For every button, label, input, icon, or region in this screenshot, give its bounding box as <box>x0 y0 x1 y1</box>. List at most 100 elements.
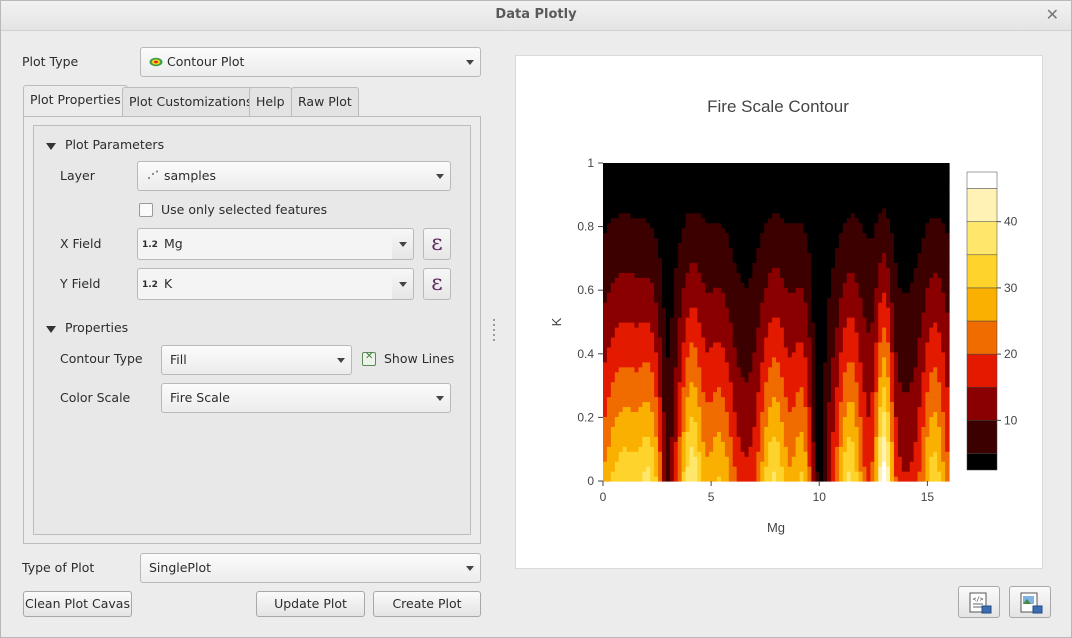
contour-cell <box>854 277 860 283</box>
contour-cell <box>897 356 903 363</box>
contour-cell <box>717 381 722 388</box>
contour-cell <box>756 381 761 388</box>
x-field-expression-button[interactable]: ε <box>423 228 451 260</box>
splitter-handle[interactable] <box>493 319 495 344</box>
contour-cell <box>760 471 765 477</box>
contour-cell <box>673 341 679 348</box>
selected-features-checkbox[interactable] <box>139 203 153 217</box>
contour-cell <box>941 232 946 239</box>
contour-cell <box>646 451 651 457</box>
contour-cell <box>803 401 809 408</box>
y-field-dropdown[interactable] <box>392 268 414 300</box>
contour-cell <box>626 421 632 427</box>
collapse-triangle-icon[interactable] <box>46 326 56 333</box>
contour-cell <box>846 436 852 442</box>
contour-cell <box>819 302 824 308</box>
x-field-dropdown[interactable] <box>392 228 414 260</box>
collapse-triangle-icon[interactable] <box>46 143 56 150</box>
contour-type-select[interactable]: Fill <box>161 345 352 375</box>
layer-select[interactable]: samples <box>137 161 451 191</box>
y-field-expression-button[interactable]: ε <box>423 268 451 300</box>
contour-cell <box>878 292 883 298</box>
tab-help[interactable]: Help <box>249 87 292 116</box>
tab-plot-customizations[interactable]: Plot Customizations <box>122 87 260 116</box>
contour-cell <box>618 396 624 403</box>
plot-type-select[interactable]: Contour Plot <box>140 47 481 77</box>
contour-cell <box>893 287 899 293</box>
contour-cell <box>917 336 923 343</box>
contour-cell <box>819 446 824 452</box>
contour-cell <box>646 361 651 368</box>
tab-plot-properties[interactable]: Plot Properties <box>23 85 128 117</box>
y-field-input[interactable]: 1.2 K <box>137 268 393 300</box>
contour-cell <box>874 361 879 368</box>
contour-cell <box>626 262 632 268</box>
contour-cell <box>603 396 608 403</box>
contour-cell <box>854 317 860 323</box>
contour-cell <box>681 292 687 298</box>
contour-cell <box>905 401 911 408</box>
contour-cell <box>740 336 746 343</box>
contour-cell <box>634 421 639 427</box>
update-plot-button[interactable]: Update Plot <box>256 591 365 617</box>
contour-cell <box>634 197 639 204</box>
contour-cell <box>925 341 930 348</box>
contour-cell <box>815 386 820 393</box>
color-scale-select[interactable]: Fire Scale <box>161 383 451 413</box>
contour-cell <box>661 217 667 224</box>
plot-type-label: Plot Type <box>22 54 79 69</box>
contour-cell <box>882 346 887 353</box>
contour-cell <box>827 446 832 452</box>
contour-cell <box>886 212 891 219</box>
contour-cell <box>858 446 864 452</box>
contour-cell <box>886 202 891 209</box>
contour-cell <box>791 326 797 333</box>
contour-cell <box>713 302 718 308</box>
contour-cell <box>736 307 742 313</box>
contour-cell <box>819 257 824 263</box>
contour-cell <box>606 307 612 313</box>
tab-raw-plot[interactable]: Raw Plot <box>291 87 359 116</box>
contour-cell <box>658 476 663 482</box>
contour-cell <box>913 272 919 278</box>
contour-cell <box>905 441 911 447</box>
contour-cell <box>669 386 675 393</box>
contour-cell <box>862 277 868 283</box>
contour-cell <box>630 331 636 338</box>
contour-cell <box>717 446 722 452</box>
contour-cell <box>658 302 663 308</box>
contour-cell <box>760 252 765 259</box>
contour-cell <box>614 336 620 343</box>
contour-cell <box>752 416 757 422</box>
contour-cell <box>925 257 930 263</box>
contour-cell <box>693 381 698 388</box>
x-field-input[interactable]: 1.2 Mg <box>137 228 393 260</box>
clean-plot-canvas-button[interactable]: Clean Plot Cavas <box>23 591 132 617</box>
close-icon[interactable]: ✕ <box>1045 5 1059 24</box>
contour-cell <box>846 386 852 393</box>
contour-cell <box>823 346 828 353</box>
contour-cell <box>831 272 836 278</box>
contour-cell <box>638 441 643 447</box>
create-plot-button[interactable]: Create Plot <box>373 591 481 617</box>
contour-cell <box>933 287 938 293</box>
contour-cell <box>886 351 891 358</box>
contour-cell <box>669 441 675 447</box>
contour-cell <box>842 411 848 418</box>
contour-cell <box>744 461 750 467</box>
contour-cell <box>614 262 620 268</box>
show-lines-checkbox[interactable] <box>362 351 376 366</box>
contour-cell <box>779 272 785 278</box>
contour-cell <box>827 272 832 278</box>
contour-cell <box>819 421 824 427</box>
contour-cell <box>606 451 612 457</box>
contour-cell <box>634 436 639 442</box>
contour-cell <box>720 386 726 393</box>
contour-cell <box>732 376 738 383</box>
contour-cell <box>760 217 765 224</box>
contour-cell <box>803 451 809 457</box>
type-of-plot-select[interactable]: SinglePlot <box>140 553 481 583</box>
contour-cell <box>728 336 734 343</box>
contour-cell <box>795 451 801 457</box>
contour-cell <box>756 351 761 358</box>
